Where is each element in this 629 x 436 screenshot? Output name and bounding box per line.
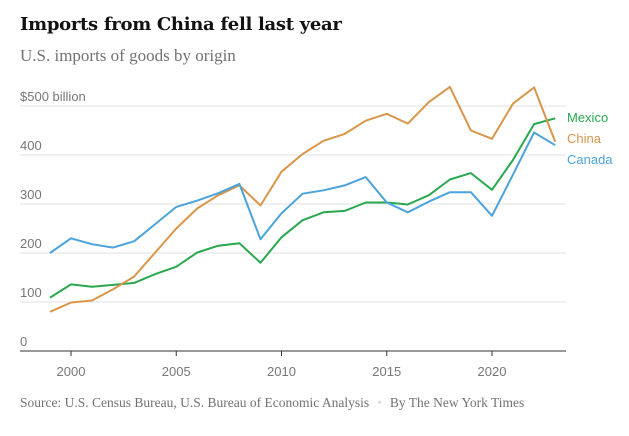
series-label-mexico: Mexico	[567, 110, 608, 125]
x-tick-label: 2010	[267, 364, 296, 379]
y-tick-label: 0	[20, 334, 27, 349]
chart-title: Imports from China fell last year	[20, 14, 342, 35]
separator-dot: •	[377, 395, 382, 410]
y-tick-label: 200	[20, 236, 42, 251]
gridlines	[20, 105, 566, 303]
x-tick-label: 2005	[162, 364, 191, 379]
x-tick-label: 2000	[57, 364, 86, 379]
series-line-china	[49, 85, 557, 313]
series-labels: Mexico China Canada	[567, 110, 613, 167]
series-lines	[49, 85, 557, 313]
y-tick-label: 300	[20, 187, 42, 202]
source-note: Source: U.S. Census Bureau, U.S. Bureau …	[20, 395, 524, 411]
credit-text: By The New York Times	[389, 395, 525, 410]
y-axis-labels: 0 100 200 300 400 $500 billion	[20, 89, 86, 349]
y-tick-label: 400	[20, 138, 42, 153]
series-line-mexico	[49, 117, 556, 299]
series-label-canada: Canada	[567, 152, 613, 167]
y-tick-label: 100	[20, 285, 42, 300]
series-label-china: China	[567, 131, 602, 146]
source-text: Source: U.S. Census Bureau, U.S. Bureau …	[20, 395, 370, 410]
series-line-canada	[49, 131, 556, 254]
x-axis: 2000 2005 2010 2015 2020	[20, 350, 566, 379]
y-tick-label: $500 billion	[20, 89, 86, 104]
x-tick-label: 2015	[372, 364, 401, 379]
chart-subtitle: U.S. imports of goods by origin	[20, 46, 236, 65]
x-tick-label: 2020	[478, 364, 507, 379]
